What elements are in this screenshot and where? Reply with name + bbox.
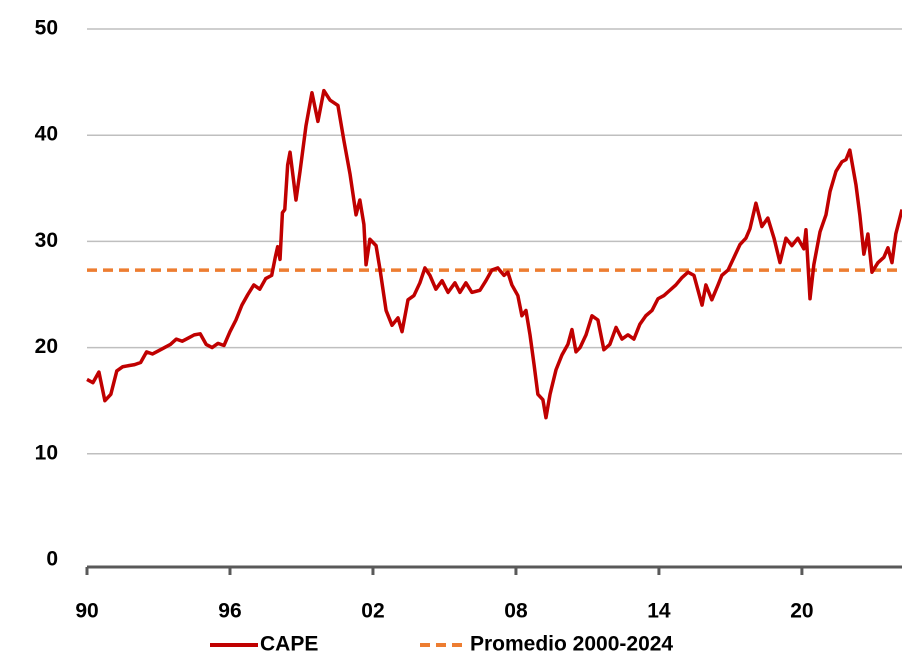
x-tick-label: 90 [75,600,98,623]
y-tick-label: 40 [35,123,58,146]
data-line [86,88,902,420]
x-tick-label: 14 [647,600,671,623]
legend-label: CAPE [260,633,318,656]
legend-label: Promedio 2000-2024 [470,633,673,656]
x-tick-label: 08 [504,600,528,623]
x-tick-label: 20 [790,600,813,623]
y-tick-label: 30 [35,229,58,252]
x-tick-label: 96 [218,600,241,623]
y-tick-label: 10 [35,441,58,464]
x-tick-label: 02 [361,600,384,623]
y-tick-label: 0 [46,548,58,571]
y-tick-label: 50 [35,17,58,40]
y-tick-label: 20 [35,335,58,358]
